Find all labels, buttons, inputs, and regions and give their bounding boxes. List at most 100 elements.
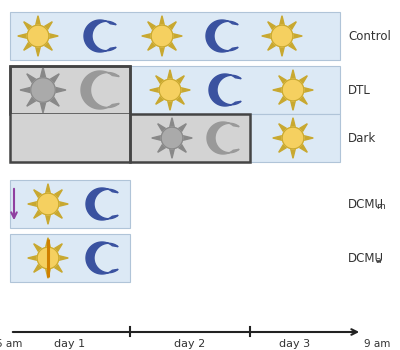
Polygon shape [152, 135, 163, 141]
Polygon shape [150, 87, 161, 93]
Polygon shape [156, 94, 165, 104]
Polygon shape [86, 242, 118, 274]
Bar [10, 114, 340, 162]
Polygon shape [40, 67, 46, 79]
Polygon shape [298, 124, 307, 133]
Polygon shape [262, 33, 273, 39]
Polygon shape [48, 74, 59, 85]
Polygon shape [57, 255, 68, 261]
Polygon shape [24, 41, 33, 50]
Polygon shape [148, 22, 157, 32]
Polygon shape [27, 74, 38, 85]
Polygon shape [268, 22, 277, 32]
Text: day 1: day 1 [54, 339, 86, 349]
Polygon shape [179, 87, 190, 93]
Text: 5 am: 5 am [0, 339, 22, 349]
Polygon shape [28, 255, 39, 261]
Polygon shape [86, 188, 118, 220]
Bar [130, 114, 250, 162]
Polygon shape [156, 76, 165, 85]
Bar [10, 66, 130, 114]
Polygon shape [290, 147, 296, 158]
Circle shape [161, 127, 183, 149]
Polygon shape [177, 143, 186, 152]
Polygon shape [159, 16, 165, 27]
Circle shape [27, 25, 49, 47]
Polygon shape [34, 262, 43, 272]
Polygon shape [209, 74, 241, 106]
Polygon shape [27, 95, 38, 106]
Polygon shape [207, 122, 239, 154]
Polygon shape [279, 143, 288, 152]
Polygon shape [279, 45, 285, 56]
Polygon shape [48, 95, 59, 106]
Polygon shape [268, 41, 277, 50]
Polygon shape [206, 20, 238, 52]
Polygon shape [53, 244, 62, 253]
Circle shape [271, 25, 293, 47]
Polygon shape [167, 99, 173, 110]
Text: day 2: day 2 [174, 339, 206, 349]
Polygon shape [290, 70, 296, 81]
Text: Dark: Dark [348, 132, 376, 145]
Polygon shape [18, 33, 29, 39]
Bar [10, 12, 340, 60]
Polygon shape [142, 33, 153, 39]
Polygon shape [45, 213, 51, 224]
Polygon shape [34, 209, 43, 218]
Polygon shape [167, 22, 176, 32]
Polygon shape [287, 41, 296, 50]
Polygon shape [169, 118, 175, 129]
Polygon shape [298, 143, 307, 152]
Circle shape [37, 247, 59, 269]
Circle shape [37, 193, 59, 215]
Polygon shape [175, 76, 184, 85]
Text: DTL: DTL [348, 84, 371, 97]
Polygon shape [158, 124, 167, 133]
Polygon shape [181, 135, 192, 141]
Polygon shape [47, 33, 58, 39]
Text: m: m [376, 202, 385, 211]
Polygon shape [302, 87, 313, 93]
Polygon shape [273, 87, 284, 93]
Polygon shape [291, 33, 302, 39]
Circle shape [282, 79, 304, 101]
Polygon shape [45, 267, 51, 278]
Polygon shape [159, 45, 165, 56]
Polygon shape [279, 16, 285, 27]
Polygon shape [24, 22, 33, 32]
Polygon shape [40, 100, 46, 113]
Polygon shape [45, 184, 51, 195]
Circle shape [31, 78, 55, 102]
Polygon shape [84, 20, 116, 52]
Polygon shape [148, 41, 157, 50]
Bar [10, 114, 130, 162]
Circle shape [282, 127, 304, 149]
Polygon shape [57, 201, 68, 207]
Bar [10, 66, 130, 162]
Polygon shape [167, 70, 173, 81]
Polygon shape [177, 124, 186, 133]
Polygon shape [175, 94, 184, 104]
Polygon shape [34, 190, 43, 200]
Polygon shape [290, 99, 296, 110]
Text: DCMU: DCMU [348, 252, 384, 265]
Polygon shape [169, 147, 175, 158]
Polygon shape [279, 76, 288, 85]
Bar [10, 234, 130, 282]
Bar [10, 180, 130, 228]
Circle shape [151, 25, 173, 47]
Text: a: a [376, 256, 382, 265]
Polygon shape [43, 41, 52, 50]
Polygon shape [54, 87, 66, 93]
Polygon shape [171, 33, 182, 39]
Text: DCMU: DCMU [348, 197, 384, 210]
Polygon shape [53, 262, 62, 272]
Polygon shape [167, 41, 176, 50]
Polygon shape [287, 22, 296, 32]
Polygon shape [35, 45, 41, 56]
Polygon shape [279, 124, 288, 133]
Circle shape [159, 79, 181, 101]
Polygon shape [290, 118, 296, 129]
Text: Control: Control [348, 29, 391, 42]
